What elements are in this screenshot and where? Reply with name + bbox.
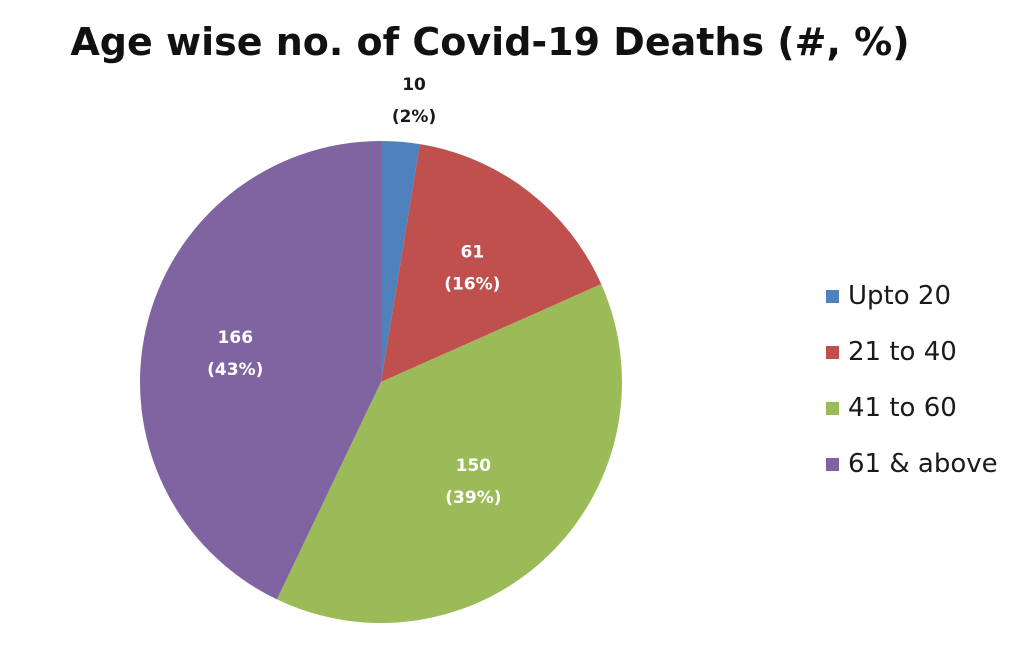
- legend: Upto 20 21 to 40 41 to 60 61 & above: [826, 268, 998, 492]
- slice-value-label: 61: [460, 243, 484, 263]
- legend-item: 41 to 60: [826, 380, 998, 436]
- legend-swatch: [826, 401, 839, 415]
- legend-swatch: [826, 345, 839, 359]
- legend-item: 21 to 40: [826, 324, 998, 380]
- pie-slice-upto-20: [381, 141, 420, 382]
- slice-percent-label: (43%): [207, 360, 263, 380]
- chart-title: Age wise no. of Covid-19 Deaths (#, %): [70, 20, 910, 64]
- legend-item: Upto 20: [826, 268, 998, 324]
- pie-slice-41-to-60: [276, 284, 622, 623]
- legend-swatch: [826, 289, 839, 303]
- slice-percent-label: (2%): [392, 107, 436, 127]
- legend-item: 61 & above: [826, 436, 998, 492]
- legend-label: 61 & above: [848, 449, 998, 479]
- legend-label: 21 to 40: [848, 337, 957, 367]
- slice-value-label: 10: [402, 75, 426, 95]
- slice-percent-label: (39%): [445, 488, 501, 508]
- pie-slice-21-to-40: [381, 144, 602, 382]
- slice-percent-label: (16%): [444, 275, 500, 295]
- slice-value-label: 166: [218, 328, 254, 348]
- legend-swatch: [826, 457, 839, 471]
- legend-label: 41 to 60: [848, 393, 957, 423]
- pie-slice-61-above: [140, 141, 381, 600]
- slice-value-label: 150: [456, 456, 492, 476]
- legend-label: Upto 20: [848, 281, 951, 311]
